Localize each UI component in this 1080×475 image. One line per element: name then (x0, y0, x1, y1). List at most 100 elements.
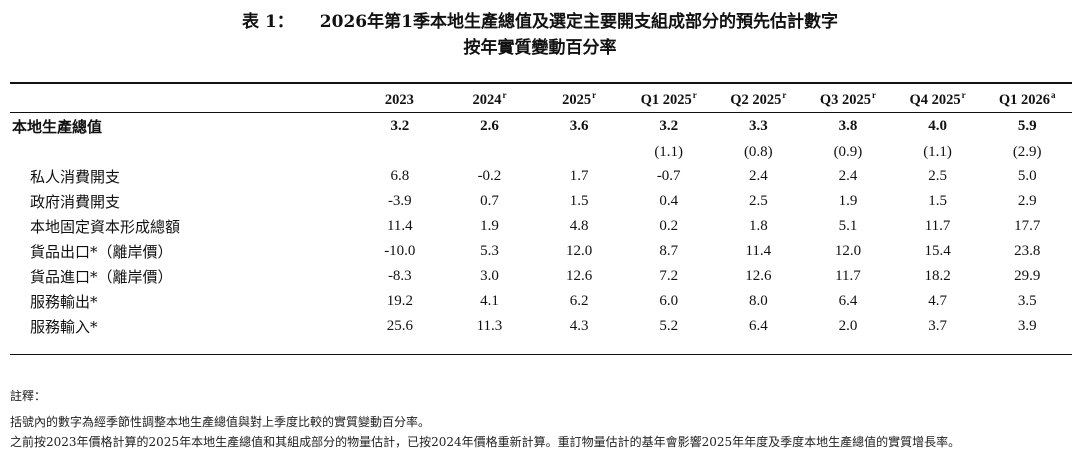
table-cell: 29.9 (1014, 268, 1041, 284)
gdp-table-body: 2023 2024r 2025r Q1 2025r Q2 2025r Q3 2025r Q4… (10, 86, 1072, 339)
table-title: 表 1： 2026年第1季本地生產總值及選定主要開支組成部分的預先估計數字 (0, 7, 1080, 32)
table-cell: 6.4 (838, 293, 858, 309)
column-header-label: Q4 2025 (909, 91, 961, 108)
gdp-table: 2023 2024r 2025r Q1 2025r Q2 2025r Q3 2025r Q4… (10, 86, 1072, 339)
table-cell: 25.6 (386, 318, 413, 334)
table-cell: 4.3 (569, 318, 589, 334)
gdp-qoq-row: (1.1) (0.8) (0.9) (1.1) (2.9) (10, 140, 1072, 164)
row-label: 服務輸入* (30, 318, 98, 336)
column-header: 2023 (355, 86, 445, 113)
table-cell: 1.7 (569, 168, 589, 184)
table-cell: 23.8 (1014, 243, 1041, 259)
table-bottom-rule (10, 354, 1072, 355)
column-header-superscript: r (782, 89, 787, 100)
component-row: 本地固定資本形成總額 11.4 1.9 4.8 0.2 1.8 5.1 11.7 17.7 (10, 214, 1072, 239)
table-cell: 2.9 (1017, 193, 1037, 209)
column-header-superscript: r (961, 89, 966, 100)
row-label: 政府消費開支 (30, 193, 121, 211)
table-cell: 17.7 (1014, 218, 1041, 234)
column-header-label: Q2 2025 (730, 91, 782, 108)
row-label: 貨品出口*（離岸價） (30, 243, 173, 261)
table-cell: 4.8 (569, 218, 589, 234)
table-cell: 1.9 (838, 193, 858, 209)
table-cell: 5.3 (480, 243, 499, 259)
column-header: Q3 2025r (803, 86, 893, 113)
notes-heading: 註釋： (10, 389, 47, 403)
table-cell: 3.3 (748, 118, 768, 134)
note-2: 之前按2023年價格計算的2025年本地生產總值和其組成部分的物量估計，已按20… (10, 435, 961, 449)
note-1: 括號內的數字為經季節性調整本地生產總值與對上季度比較的實質變動百分率。 (10, 415, 431, 429)
table-cell: -8.3 (387, 268, 412, 284)
table-header-row: 2023 2024r 2025r Q1 2025r Q2 2025r Q3 2025r Q4… (10, 86, 1072, 113)
table-cell: -10.0 (384, 243, 416, 259)
column-header-label: 2024 (472, 91, 502, 108)
table-cell: 3.0 (480, 268, 499, 284)
component-row: 貨品進口*（離岸價） -8.3 3.0 12.6 7.2 12.6 11.7 18.2 29.9 (10, 264, 1072, 289)
table-cell: 2.6 (480, 118, 499, 134)
table-cell: 5.9 (1017, 118, 1037, 134)
table-cell: 2.4 (838, 168, 858, 184)
column-header: Q1 2026a (982, 86, 1072, 113)
table-cell: -0.7 (656, 168, 681, 184)
column-header-superscript: a (1051, 89, 1056, 100)
table-cell: 18.2 (924, 268, 951, 284)
table-cell: 12.0 (834, 243, 862, 259)
table-cell: 6.0 (659, 293, 679, 309)
table-cell: 0.4 (659, 193, 679, 209)
table-cell: 3.6 (569, 118, 589, 134)
table-cell: 1.5 (928, 193, 947, 209)
table-cell: -3.9 (387, 193, 412, 209)
table-cell: 2.5 (748, 193, 768, 209)
table-cell: (2.9) (1012, 143, 1042, 160)
table-cell: 11.7 (835, 268, 861, 284)
table-cell: 11.3 (476, 318, 503, 334)
table-cell: (0.9) (833, 143, 863, 160)
table-cell: 7.2 (659, 268, 679, 284)
component-row: 私人消費開支 6.8 -0.2 1.7 -0.7 2.4 2.4 2.5 5.0 (10, 164, 1072, 189)
table-cell: 4.7 (928, 293, 947, 309)
table-cell: 2.5 (928, 168, 947, 184)
table-cell: 0.2 (659, 218, 679, 234)
table-cell (355, 140, 445, 164)
table-cell: 3.9 (1017, 318, 1037, 334)
row-label: 本地固定資本形成總額 (30, 218, 181, 236)
table-cell (534, 140, 624, 164)
table-cell: 12.6 (745, 268, 772, 284)
column-header-superscript: r (872, 89, 877, 100)
table-cell: 11.7 (924, 218, 951, 234)
row-label (10, 140, 355, 164)
table-cell: -0.2 (477, 168, 502, 184)
header-blank (10, 86, 355, 113)
table-cell: 2.4 (748, 168, 768, 184)
table-cell: 5.2 (659, 318, 679, 334)
table-cell: 3.2 (390, 118, 410, 134)
row-label: 服務輸出* (30, 293, 98, 311)
component-row: 政府消費開支 -3.9 0.7 1.5 0.4 2.5 1.9 1.5 2.9 (10, 189, 1072, 214)
table-cell: 19.2 (386, 293, 413, 309)
column-header-label: Q1 2026 (998, 91, 1051, 108)
column-header-superscript: r (502, 89, 507, 100)
table-cell: 5.1 (838, 218, 858, 234)
column-header: Q2 2025r (713, 86, 804, 113)
row-label: 貨品進口*（離岸價） (30, 268, 173, 286)
table-cell: 1.9 (480, 218, 499, 234)
table-title-line1: 2026年第1季本地生產總值及選定主要開支組成部分的預先估計數字 (319, 12, 838, 32)
table-cell: 0.7 (480, 193, 499, 209)
component-row: 服務輸入* 25.6 11.3 4.3 5.2 6.4 2.0 3.7 3.9 (10, 314, 1072, 339)
table-number-label: 表 1： (242, 12, 294, 32)
row-label: 私人消費開支 (30, 168, 121, 186)
gdp-row: 本地生產總值 3.2 2.6 3.6 3.2 3.3 3.8 4.0 5.9 (10, 113, 1072, 141)
table-cell: 1.5 (569, 193, 589, 209)
column-header: 2024r (444, 86, 535, 113)
table-cell: 15.4 (924, 243, 951, 259)
table-cell: (0.8) (743, 143, 773, 160)
table-cell: 11.4 (386, 218, 413, 234)
table-cell: 4.1 (480, 293, 499, 309)
column-header: 2025r (534, 86, 624, 113)
table-cell: 4.0 (928, 118, 947, 134)
column-header-label: 2025 (562, 91, 592, 108)
table-cell: 12.6 (565, 268, 593, 284)
table-cell: 11.4 (745, 243, 772, 259)
table-top-rule (10, 82, 1072, 84)
component-row: 貨品出口*（離岸價） -10.0 5.3 12.0 8.7 11.4 12.0 15.4 23.… (10, 239, 1072, 264)
